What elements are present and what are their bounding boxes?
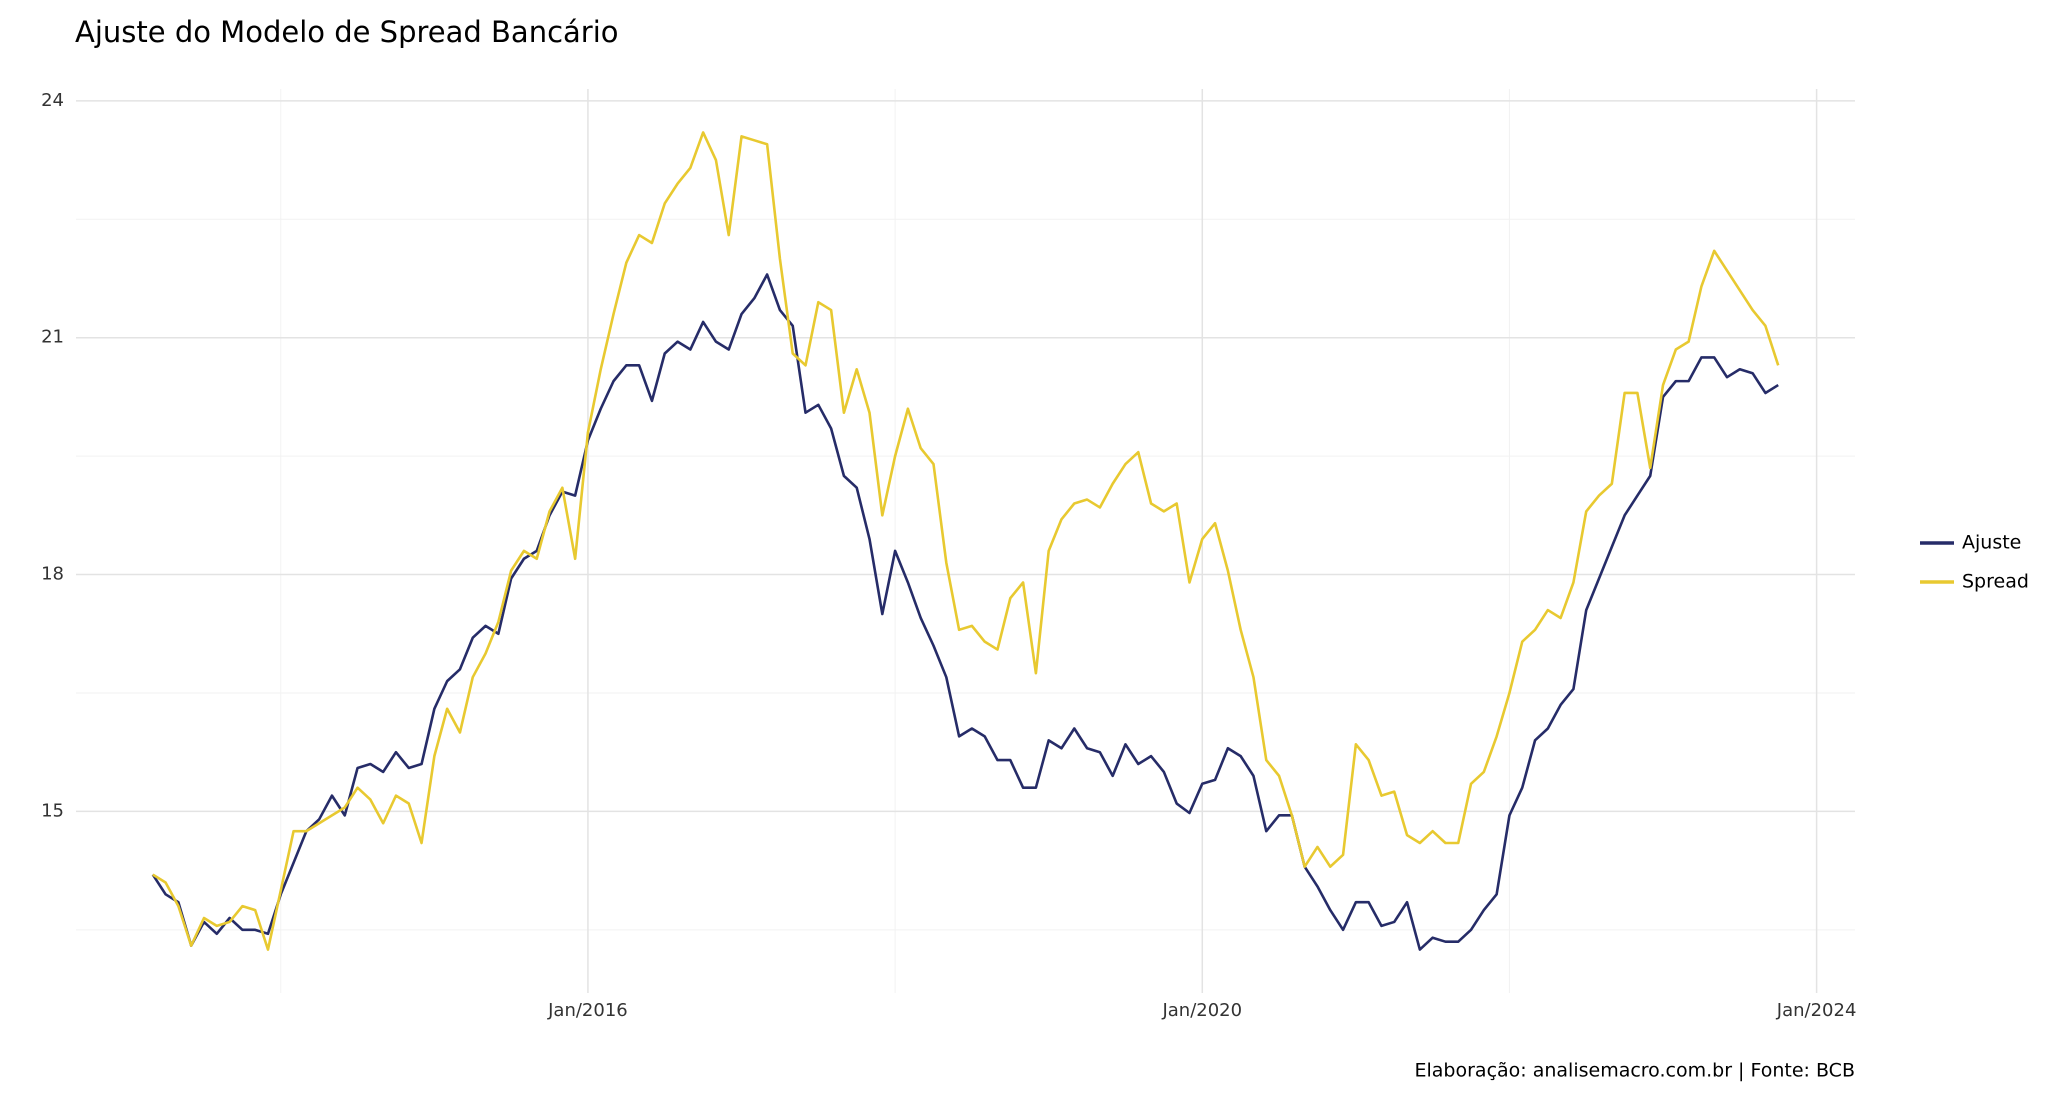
- y-tick-label: 15: [41, 800, 64, 821]
- x-tick-label: Jan/2024: [1776, 1000, 1857, 1021]
- legend-label: Ajuste: [1962, 532, 2021, 554]
- y-tick-label: 21: [41, 327, 64, 348]
- data-line: [152, 131, 1780, 951]
- chart-title: Ajuste do Modelo de Spread Bancário: [75, 15, 619, 49]
- y-tick-label: 24: [41, 90, 64, 111]
- caption: Elaboração: analisemacro.com.br | Fonte:…: [1415, 1060, 1856, 1082]
- legend-label: Spread: [1962, 571, 2029, 593]
- x-tick-label: Jan/2016: [547, 1000, 628, 1021]
- x-tick-label: Jan/2020: [1161, 1000, 1242, 1021]
- data-line: [151, 273, 1779, 951]
- y-tick-label: 18: [41, 564, 64, 585]
